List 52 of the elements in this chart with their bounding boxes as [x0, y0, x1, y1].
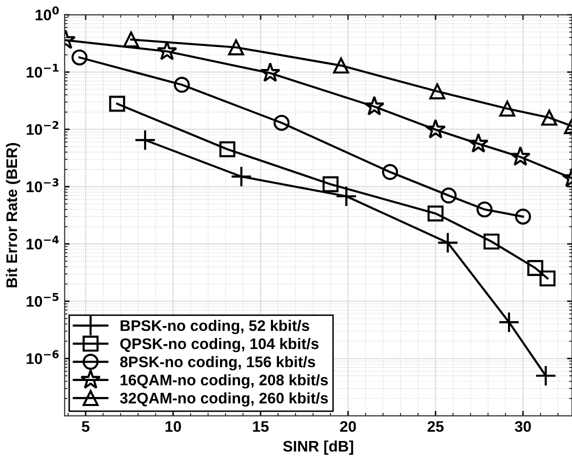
point: [123, 32, 140, 48]
x-tick-label: 5: [82, 421, 90, 432]
point: [230, 166, 252, 188]
legend-label: 16QAM-no coding, 208 kbit/s: [120, 374, 328, 389]
legend-label: 32QAM-no coding, 260 kbit/s: [120, 392, 328, 407]
y-tick-label: 10$^{−3}$: [26, 178, 58, 192]
point: [541, 110, 558, 126]
point: [499, 100, 516, 117]
point: [437, 232, 459, 254]
point: [228, 39, 244, 56]
point: [109, 96, 126, 112]
legend-label: BPSK-no coding, 52 kbit/s: [120, 320, 310, 334]
x-axis-title: SINR [dB]: [283, 440, 354, 455]
point: [333, 58, 350, 74]
point: [382, 164, 398, 180]
point: [515, 208, 531, 225]
point: [440, 188, 457, 204]
point: [429, 83, 446, 100]
y-axis-title: Bit Error Rate (BER): [6, 143, 20, 288]
point: [322, 176, 339, 192]
point: [336, 185, 358, 208]
point: [425, 118, 446, 139]
point: [72, 49, 88, 66]
y-tick-label: 10$^{−2}$: [26, 120, 58, 135]
x-tick-label: 25: [428, 421, 444, 432]
point: [364, 96, 385, 116]
point: [540, 270, 556, 286]
point: [534, 364, 557, 387]
point: [468, 133, 489, 153]
point: [510, 146, 531, 166]
point: [174, 76, 190, 93]
point: [219, 141, 236, 158]
y-tick-label: 10$^{−4}$: [26, 236, 59, 250]
point: [498, 311, 520, 333]
point: [156, 40, 178, 60]
point: [428, 206, 444, 222]
legend-label: 8PSK-no coding, 156 kbit/s: [120, 356, 316, 370]
y-tick-label: 10$^{0}$: [36, 6, 59, 20]
legend-label: QPSK-no coding, 104 kbit/s: [120, 338, 318, 352]
point: [260, 62, 280, 82]
x-tick-label: 15: [253, 421, 269, 432]
point: [484, 234, 500, 250]
point: [134, 129, 156, 151]
point: [476, 201, 493, 218]
y-tick-label: 10$^{−5}$: [26, 293, 58, 307]
x-tick-label: 20: [340, 421, 356, 432]
y-tick-label: 10$^{−6}$: [26, 350, 59, 364]
x-tick-label: 10: [166, 421, 181, 432]
point: [274, 114, 290, 131]
y-tick-label: 10$^{−1}$: [26, 64, 59, 78]
x-tick-label: 30: [514, 421, 531, 432]
point: [527, 260, 544, 276]
